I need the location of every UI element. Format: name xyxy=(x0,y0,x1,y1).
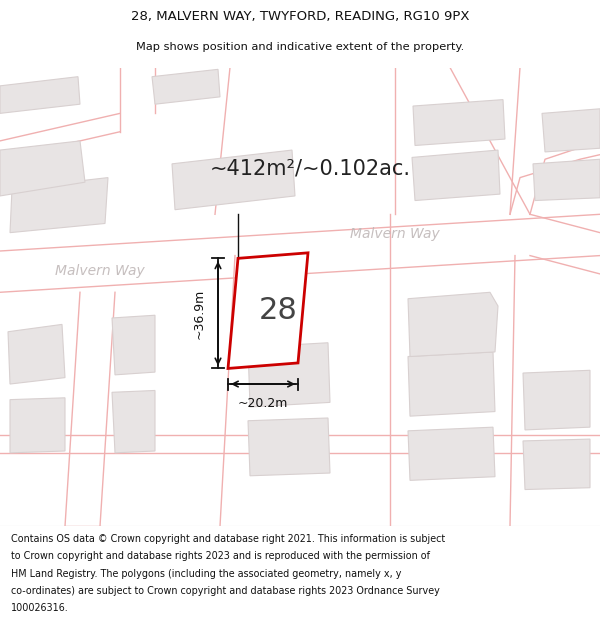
Polygon shape xyxy=(112,391,155,453)
Polygon shape xyxy=(412,150,500,201)
Polygon shape xyxy=(0,77,80,113)
Polygon shape xyxy=(152,69,220,104)
Text: ~412m²/~0.102ac.: ~412m²/~0.102ac. xyxy=(210,158,411,178)
Text: HM Land Registry. The polygons (including the associated geometry, namely x, y: HM Land Registry. The polygons (includin… xyxy=(11,569,401,579)
Text: Map shows position and indicative extent of the property.: Map shows position and indicative extent… xyxy=(136,42,464,52)
Text: Malvern Way: Malvern Way xyxy=(55,264,145,278)
Polygon shape xyxy=(172,150,295,210)
Polygon shape xyxy=(542,109,600,152)
Polygon shape xyxy=(408,292,498,356)
Polygon shape xyxy=(112,315,155,375)
Text: ~36.9m: ~36.9m xyxy=(193,288,206,339)
Text: ~20.2m: ~20.2m xyxy=(238,397,288,410)
Polygon shape xyxy=(0,141,85,196)
Text: 100026316.: 100026316. xyxy=(11,603,68,613)
Polygon shape xyxy=(8,324,65,384)
Polygon shape xyxy=(533,159,600,201)
Text: co-ordinates) are subject to Crown copyright and database rights 2023 Ordnance S: co-ordinates) are subject to Crown copyr… xyxy=(11,586,440,596)
Polygon shape xyxy=(228,253,308,369)
Polygon shape xyxy=(0,214,600,292)
Polygon shape xyxy=(523,439,590,489)
Text: Contains OS data © Crown copyright and database right 2021. This information is : Contains OS data © Crown copyright and d… xyxy=(11,534,445,544)
Polygon shape xyxy=(0,113,120,159)
Polygon shape xyxy=(523,370,590,430)
Polygon shape xyxy=(10,177,108,232)
Text: 28: 28 xyxy=(259,296,298,325)
Polygon shape xyxy=(408,352,495,416)
Text: 28, MALVERN WAY, TWYFORD, READING, RG10 9PX: 28, MALVERN WAY, TWYFORD, READING, RG10 … xyxy=(131,11,469,23)
Polygon shape xyxy=(10,398,65,453)
Polygon shape xyxy=(408,427,495,481)
Text: Malvern Way: Malvern Way xyxy=(350,228,440,241)
Polygon shape xyxy=(248,342,330,407)
Polygon shape xyxy=(413,99,505,146)
Text: to Crown copyright and database rights 2023 and is reproduced with the permissio: to Crown copyright and database rights 2… xyxy=(11,551,430,561)
Polygon shape xyxy=(248,418,330,476)
